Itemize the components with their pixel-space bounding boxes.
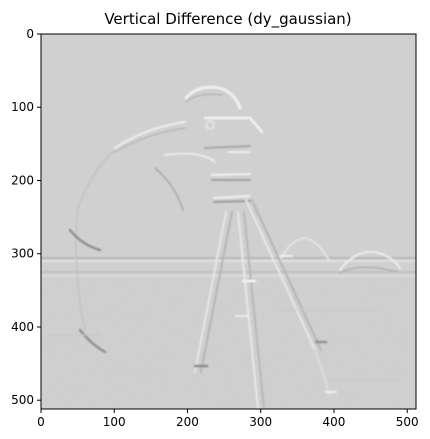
x-tick-label: 200 [176, 415, 199, 429]
y-tick-label: 100 [11, 100, 34, 114]
x-axis: 0 100 200 300 400 500 [37, 409, 419, 429]
x-tick-label: 300 [249, 415, 272, 429]
x-tick-label: 400 [323, 415, 346, 429]
y-tick-label: 0 [26, 27, 34, 41]
x-tick-label: 0 [37, 415, 45, 429]
y-tick-label: 200 [11, 173, 34, 187]
x-tick-label: 500 [396, 415, 419, 429]
y-tick-label: 500 [11, 393, 34, 407]
grass-texture [41, 278, 416, 409]
y-tick-label: 300 [11, 247, 34, 261]
heatmap-image [41, 34, 416, 409]
y-axis: 0 100 200 300 400 500 [11, 27, 41, 407]
edge-features [41, 85, 416, 409]
y-tick-label: 400 [11, 320, 34, 334]
chart-title: Vertical Difference (dy_gaussian) [104, 10, 351, 29]
x-tick-label: 100 [103, 415, 126, 429]
axes-frame [40, 33, 417, 410]
